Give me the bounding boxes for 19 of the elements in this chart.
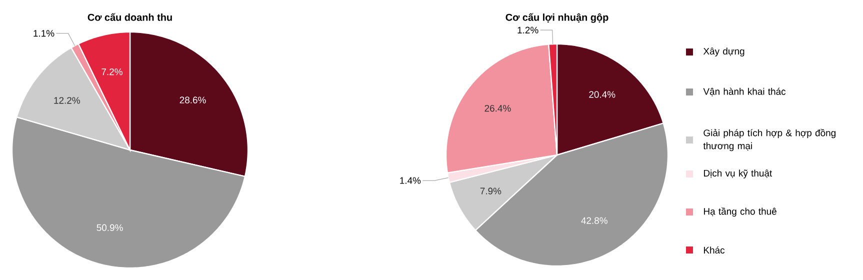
data-label: 28.6% (180, 96, 206, 104)
data-label: 50.9% (96, 224, 123, 232)
legend-label: Vận hành khai thác (703, 88, 786, 96)
data-label: 20.4% (589, 91, 616, 98)
legend-label: Hạ tầng cho thuê (704, 207, 776, 217)
data-label: 42.8% (581, 217, 608, 224)
data-label: 7.2% (102, 68, 122, 76)
chart-title: Cơ cấu lợi nhuận gộp (506, 13, 608, 23)
chart-title: Cơ cấu doanh thu (88, 13, 172, 21)
legend-label: Dịch vụ kỹ thuật (704, 170, 772, 178)
legend-label: Xây dựng (703, 48, 744, 56)
data-label: 1.4% (400, 177, 421, 184)
legend-label: Khác (704, 246, 725, 254)
data-label: 26.4% (484, 104, 511, 112)
legend-label: Giải pháp tích hợp & hợp đồng thương mại (703, 128, 836, 152)
data-label: 1.2% (518, 26, 538, 34)
data-label: 12.2% (54, 97, 80, 104)
data-label: 7.9% (480, 188, 502, 194)
data-label: 1.1% (34, 30, 54, 37)
